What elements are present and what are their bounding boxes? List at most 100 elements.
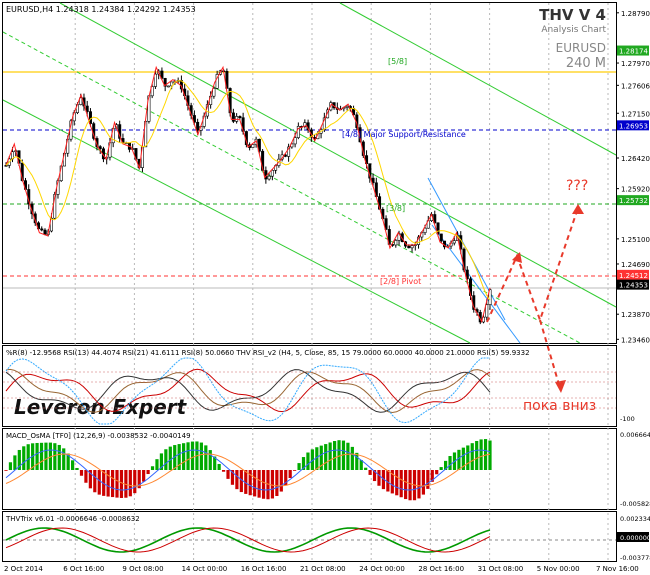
macd-bar (221, 470, 226, 472)
price-tick-label: 1.26420 (621, 155, 650, 163)
macd-bar (26, 444, 30, 470)
macd-bar (364, 467, 368, 470)
macd-bar (146, 470, 150, 475)
time-tick-label: 31 Oct 08:00 (478, 565, 524, 573)
macd-bar (39, 442, 44, 470)
macd-bar (288, 470, 292, 479)
candle-body (160, 70, 164, 79)
indicator-tick-label: -100 (620, 415, 635, 423)
candle-body (270, 169, 274, 177)
arrowhead-down (555, 380, 566, 393)
price-tag-bg (617, 269, 649, 280)
macd-bar (93, 470, 97, 493)
time-tick-label: 9 Oct 08:00 (122, 565, 163, 573)
price-tick-label: 1.25920 (621, 186, 650, 194)
candle-body (79, 97, 83, 105)
macd-bar (293, 470, 297, 471)
price-tag-bg (617, 45, 649, 56)
macd-signal-line (5, 449, 491, 491)
moving-average-line (5, 80, 491, 301)
brand-subtitle: Analysis Chart (541, 25, 606, 35)
macd-bar (168, 446, 172, 470)
trix-signal-line (5, 527, 491, 553)
forecast-down-path (539, 319, 561, 389)
oscillator-line (5, 368, 491, 413)
macd-bar (4, 470, 8, 471)
rsi-indicator-panel (3, 357, 616, 425)
price-tag-bg (617, 279, 649, 290)
macd-bar (190, 441, 195, 470)
indicator-tick-label: 0.0066640 (620, 431, 650, 439)
forecast-up-path (486, 207, 579, 324)
macd-bar (71, 460, 75, 470)
macd-main-line (5, 453, 491, 487)
macd-bar (275, 470, 279, 496)
candle-body (4, 165, 8, 167)
macd-bar (84, 470, 88, 483)
indicator-tick-label: -0.0058287 (620, 500, 650, 508)
macd-bar (346, 442, 350, 470)
timeframe-label: 240 M (566, 56, 606, 71)
macd-bar (164, 449, 168, 470)
trix-panel-frame (2, 511, 617, 562)
candle-body (485, 304, 489, 318)
price-tag-label: 1.25732 (619, 197, 648, 205)
level-4-8-label: [4/8] Major Support/Resistance (342, 130, 466, 139)
time-tick-label: 2 Oct 2014 (4, 565, 43, 573)
macd-bar (106, 470, 110, 497)
watermark-logo: Leveron.Expert (14, 395, 188, 419)
time-tick-label: 16 Oct 16:00 (241, 565, 287, 573)
macd-bar (301, 457, 306, 470)
macd-bar (488, 440, 492, 470)
candle-body (384, 218, 388, 230)
macd-bar (128, 470, 132, 497)
macd-bar (395, 470, 399, 496)
level-2-8-label: [2/8] Pivot (380, 277, 421, 286)
time-tick-label: 7 Nov 16:00 (596, 565, 639, 573)
candle-body (436, 222, 440, 235)
macd-bar (386, 470, 390, 492)
macd-bar (53, 443, 57, 470)
macd-bar (88, 470, 92, 489)
macd-bar (110, 470, 115, 498)
candle-body (439, 233, 443, 242)
macd-bar (270, 470, 275, 499)
panel-frames (2, 2, 617, 562)
macd-bar (22, 446, 26, 470)
macd-bar (355, 452, 359, 470)
time-axis: 2 Oct 2014 6 Oct 16:00 9 Oct 08:00 14 Oct 0… (4, 565, 639, 573)
candle-body (287, 146, 291, 157)
macd-bar (457, 449, 461, 470)
price-tick-label: 1.25100 (621, 236, 650, 244)
candle-body (212, 88, 216, 97)
candle-body (423, 227, 427, 233)
zigzag-line (5, 65, 491, 323)
macd-bar (226, 470, 230, 479)
candle-body (166, 85, 170, 88)
macd-bar (177, 444, 181, 470)
macd-bar (173, 445, 177, 470)
macd-bar (79, 470, 84, 476)
price-tick-label: 1.23460 (621, 336, 650, 344)
macd-bar (17, 449, 21, 470)
macd-bar (44, 442, 48, 470)
macd-bar (62, 448, 66, 470)
macd-bar (377, 470, 381, 486)
macd-bar (48, 442, 53, 470)
macd-bar (435, 470, 439, 475)
macd-bar (319, 445, 323, 470)
candle-body (371, 177, 375, 184)
macd-bar (284, 470, 288, 486)
macd-bar (75, 467, 79, 470)
macd-bar (404, 470, 408, 500)
level-5-8-label: [5/8] (388, 57, 407, 66)
macd-bar (359, 460, 363, 470)
macd-bar (266, 470, 270, 500)
channel-upper-line (59, 2, 617, 308)
candle-body (452, 240, 456, 244)
candle-body (98, 146, 102, 150)
price-tag-label: 1.24512 (619, 272, 648, 280)
macd-bar (253, 470, 257, 497)
candle-body (163, 78, 167, 87)
macd-bar (470, 443, 474, 470)
